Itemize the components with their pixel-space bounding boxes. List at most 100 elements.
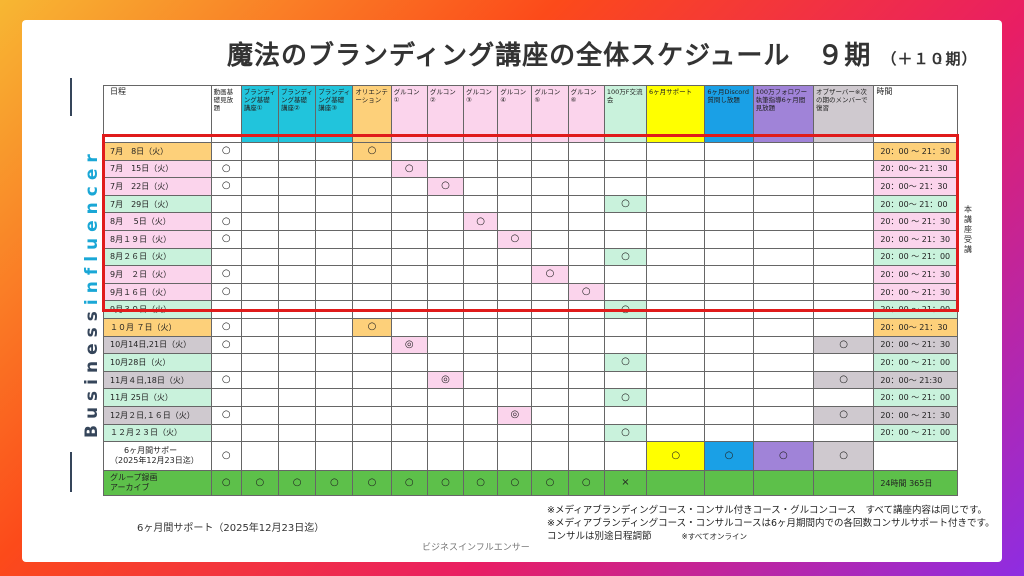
schedule-cell [531,317,569,337]
schedule-cell [390,265,428,284]
schedule-row: １２月２３日（火） ○ 20：00 ～ 21：00 [103,423,958,443]
schedule-cell [567,229,605,249]
schedule-cell [704,159,754,179]
row-time: 20：00～ 21：30 [873,159,958,179]
schedule-cell [277,212,317,231]
schedule-cell [603,177,648,196]
title-main: 魔法のブランディング講座の全体スケジュール ９期 [227,41,872,71]
schedule-cell: ◎ [497,405,533,425]
schedule-cell [463,229,499,249]
schedule-cell [240,265,280,284]
schedule-cell [426,247,465,267]
schedule-cell [352,405,392,425]
schedule-cell [646,282,706,302]
schedule-cell [240,405,280,425]
schedule-cell [752,370,815,390]
schedule-cell: ◎ [390,335,428,355]
page-title: 魔法のブランディング講座の全体スケジュール ９期 （＋１０期） [227,35,977,72]
row-time: 20：00 ～ 21：00 [873,247,958,267]
schedule-cell [240,423,280,443]
schedule-row: 7月 8日（火） ○ ○ 20：00 ～ 21：30 [103,142,958,161]
schedule-cell [603,370,648,390]
schedule-cell [603,405,648,425]
footer-left: 6ヶ月間サポート（2025年12月23日迄） [137,523,325,534]
schedule-cell [390,388,428,407]
brand-part2: influencer [82,148,102,306]
support-cell [497,441,533,472]
schedule-cell [210,300,242,319]
schedule-cell [567,388,605,407]
archive-cell: ○ [390,470,428,497]
schedule-cell [463,282,499,302]
support-label: 6ヶ月間サポー （2025年12月23日迄） [103,441,212,472]
schedule-cell [752,423,815,443]
schedule-row: 10月14日,21日（火） ○ ◎ ○ 20：00 ～ 21：30 [103,335,958,355]
schedule-cell [315,177,354,196]
brand-line-bottom [70,452,72,492]
schedule-cell [531,300,569,319]
schedule-cell [463,388,499,407]
page-number: 1 [936,56,943,67]
schedule-cell [277,265,317,284]
schedule-cell [426,353,465,372]
schedule-cell [497,317,533,337]
schedule-cell [752,229,815,249]
schedule-cell: ○ [210,335,242,355]
schedule-cell [277,159,317,179]
schedule-cell [240,194,280,214]
schedule-cell [463,335,499,355]
archive-label-line2: アーカイブ [110,483,150,493]
schedule-cell [531,353,569,372]
brand-text: Businessinfluencer [82,148,102,438]
schedule-cell [812,282,875,302]
archive-cell: ○ [426,470,465,497]
support-cell [390,441,428,472]
schedule-cell [531,370,569,390]
schedule-cell [390,142,428,161]
schedule-cell [315,370,354,390]
row-date: １０月 ７日（火） [103,317,212,337]
column-header: 6ヶ月Discord質問し放題 [704,85,754,143]
schedule-cell [315,194,354,214]
schedule-cell [752,317,815,337]
schedule-cell [646,247,706,267]
schedule-cell [752,142,815,161]
schedule-cell [463,405,499,425]
support-cell: ○ [812,441,875,472]
schedule-cell [603,212,648,231]
slide: Businessinfluencer 魔法のブランディング講座の全体スケジュール… [22,20,1002,562]
schedule-cell [812,353,875,372]
schedule-cell [315,317,354,337]
schedule-cell [752,353,815,372]
schedule-cell [497,142,533,161]
schedule-cell [704,423,754,443]
schedule-cell: ○ [426,177,465,196]
schedule-cell [752,388,815,407]
schedule-cell [390,300,428,319]
schedule-row: 8月２６日（火） ○ 20：00 ～ 21：00 [103,247,958,267]
row-time: 20：00 ～ 21：00 [873,300,958,319]
schedule-cell [603,229,648,249]
schedule-cell [497,247,533,267]
schedule-cell [315,212,354,231]
schedule-cell: ○ [603,353,648,372]
support-time [873,441,958,472]
row-date: 9月３０日（火） [103,300,212,319]
schedule-cell [315,353,354,372]
schedule-cell [567,370,605,390]
archive-cell: ○ [463,470,499,497]
schedule-cell [426,317,465,337]
schedule-cell [646,405,706,425]
schedule-cell [812,300,875,319]
row-time: 20：00～ 21:30 [873,370,958,390]
schedule-cell [567,353,605,372]
row-time: 20：00～ 21：30 [873,317,958,337]
schedule-cell [646,353,706,372]
schedule-cell [646,388,706,407]
schedule-cell [390,194,428,214]
schedule-cell [752,335,815,355]
schedule-cell: ○ [210,405,242,425]
footer-note-1: ※メディアブランディングコース・コンサル付きコース・グルコンコース すべて講座内… [547,505,988,516]
schedule-cell [390,177,428,196]
schedule-row: 9月３０日（火） ○ 20：00 ～ 21：00 [103,300,958,319]
